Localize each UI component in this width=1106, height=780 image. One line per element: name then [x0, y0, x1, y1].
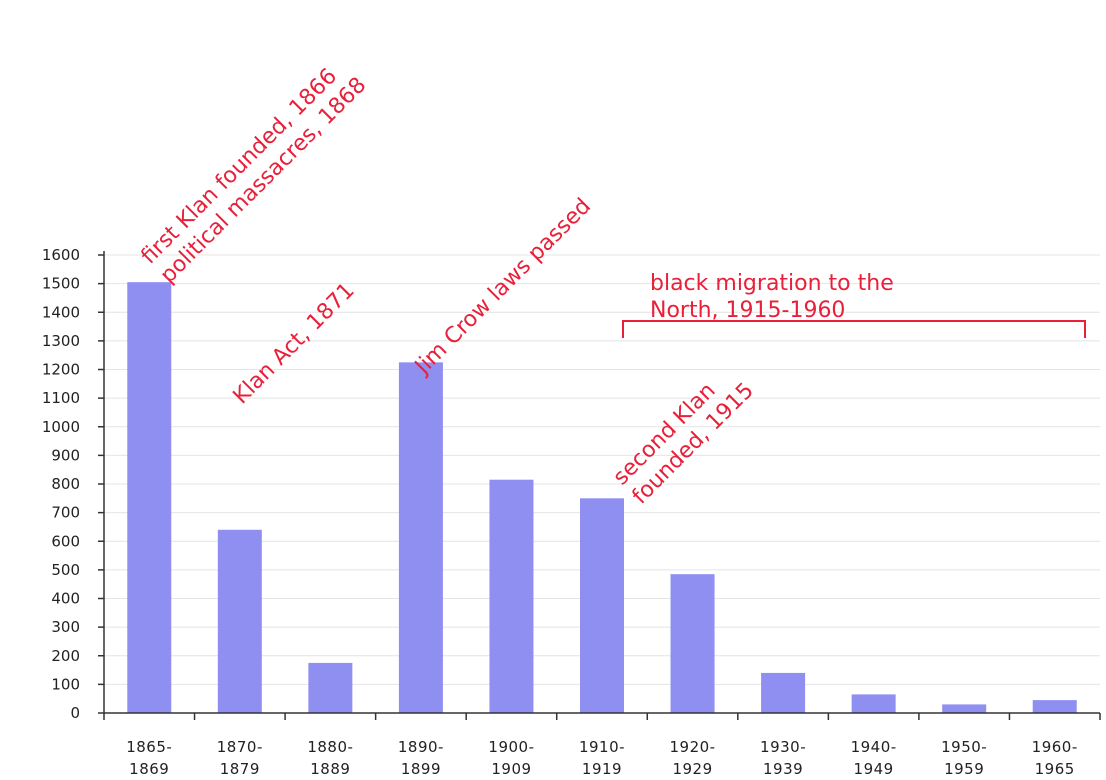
x-tick-label: 1870-: [217, 738, 263, 756]
bar: [217, 529, 262, 713]
y-tick-label: 1600: [42, 246, 80, 264]
y-tick-label: 1100: [42, 389, 80, 407]
x-tick-label: 1960-: [1032, 738, 1078, 756]
bar: [308, 662, 353, 713]
x-tick-label: 1965: [1035, 760, 1075, 778]
bars: [127, 282, 1077, 713]
x-tick-label: 1959: [944, 760, 984, 778]
y-tick-label: 1200: [42, 361, 80, 379]
x-tick-label: 1949: [854, 760, 894, 778]
annotation-text: black migration to the: [650, 271, 894, 296]
bar: [942, 704, 987, 713]
x-tick-label: 1939: [763, 760, 803, 778]
y-tick-label: 1400: [42, 303, 80, 321]
y-tick-label: 700: [51, 504, 80, 522]
y-tick-label: 300: [51, 618, 80, 636]
annotation-text: first Klan founded, 1866: [137, 64, 342, 269]
x-tick-label: 1929: [672, 760, 712, 778]
x-tick-label: 1880-: [307, 738, 353, 756]
x-tick-label: 1920-: [669, 738, 715, 756]
y-tick-label: 0: [70, 704, 80, 722]
x-tick-label: 1919: [582, 760, 622, 778]
x-tick-label: 1930-: [760, 738, 806, 756]
bar: [761, 672, 806, 713]
y-tick-label: 800: [51, 475, 80, 493]
bar: [489, 479, 534, 713]
x-tick-label: 1890-: [398, 738, 444, 756]
y-tick-label: 200: [51, 647, 80, 665]
y-tick-label: 500: [51, 561, 80, 579]
y-tick-label: 900: [51, 446, 80, 464]
axes: [98, 251, 1101, 720]
y-tick-labels: 0 100 200 300 400 500 600 700 800 900 1000 1100 1200…: [42, 246, 80, 722]
x-tick-label: 1940-: [851, 738, 897, 756]
x-tick-label: 1900-: [488, 738, 534, 756]
x-tick-label: 1879: [220, 760, 260, 778]
bar: [580, 498, 624, 713]
bar: [670, 574, 715, 713]
x-tick-labels: 1865- 1869 1870- 1879 1880- 1889 1890- 1899 1900…: [126, 738, 1078, 778]
y-tick-label: 400: [51, 590, 80, 608]
x-tick-label: 1909: [491, 760, 531, 778]
x-tick-label: 1950-: [941, 738, 987, 756]
bar: [1032, 700, 1077, 713]
bar: [851, 694, 896, 713]
x-tick-label: 1865-: [126, 738, 172, 756]
annotation: Jim Crow laws passed: [409, 194, 596, 381]
annotation-text: North, 1915-1960: [650, 298, 845, 323]
bar: [398, 362, 443, 713]
annotation: Klan Act, 1871: [229, 278, 360, 409]
x-tick-label: 1889: [310, 760, 350, 778]
y-tick-label: 1000: [42, 418, 80, 436]
y-tick-label: 600: [51, 532, 80, 550]
bar: [127, 282, 172, 713]
y-tick-label: 1300: [42, 332, 80, 350]
x-tick-label: 1869: [129, 760, 169, 778]
annotation-text: Jim Crow laws passed: [409, 194, 596, 381]
annotation-text: political massacres, 1868: [156, 73, 372, 289]
y-tick-label: 1500: [42, 275, 80, 293]
x-tick-label: 1899: [401, 760, 441, 778]
migration-bracket: [622, 320, 1086, 338]
x-tick-label: 1910-: [579, 738, 625, 756]
y-tick-label: 100: [51, 675, 80, 693]
annotation-text: Klan Act, 1871: [229, 278, 360, 409]
